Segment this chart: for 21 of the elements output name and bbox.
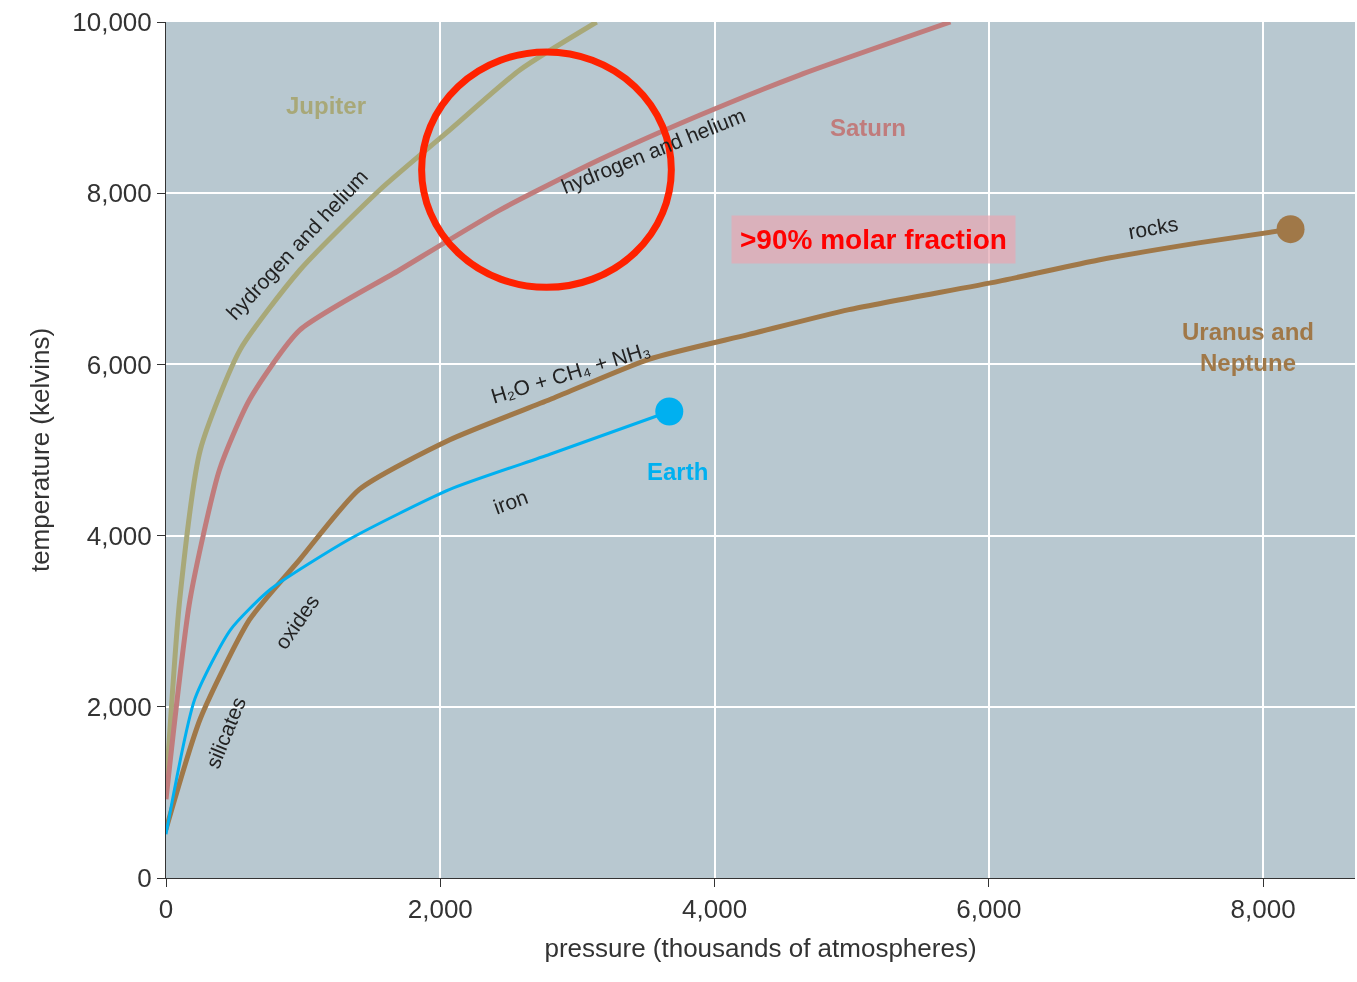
annotation: rocks [1126,211,1180,244]
series-label: Saturn [830,114,907,141]
x-tick-label: 0 [158,894,174,925]
annotation: iron [490,484,531,519]
x-tick-label: 8,000 [1230,894,1296,925]
series-label: Earth [647,458,709,485]
x-axis-title: pressure (thousands of atmospheres) [544,932,977,963]
text: Uranus and Neptune [1182,318,1315,377]
annotation: >90% molar fraction [740,224,1007,255]
y-tick-label: 4,000 [86,520,152,551]
x-tick-label: 6,000 [956,894,1022,925]
y-tick-label: 10,000 [72,7,152,38]
x-tick-label: 4,000 [682,894,748,925]
y-axis-title: temperature (kelvins) [24,327,55,573]
text: Jupiter [286,92,367,119]
y-tick-label: 6,000 [86,349,152,380]
y-tick-label: 8,000 [86,178,152,209]
y-tick-label: 0 [137,863,152,894]
annotation: H₂O + CH₄ + NH₃ [488,337,653,408]
y-tick-label: 2,000 [86,691,152,722]
x-tick-label: 2,000 [407,894,473,925]
